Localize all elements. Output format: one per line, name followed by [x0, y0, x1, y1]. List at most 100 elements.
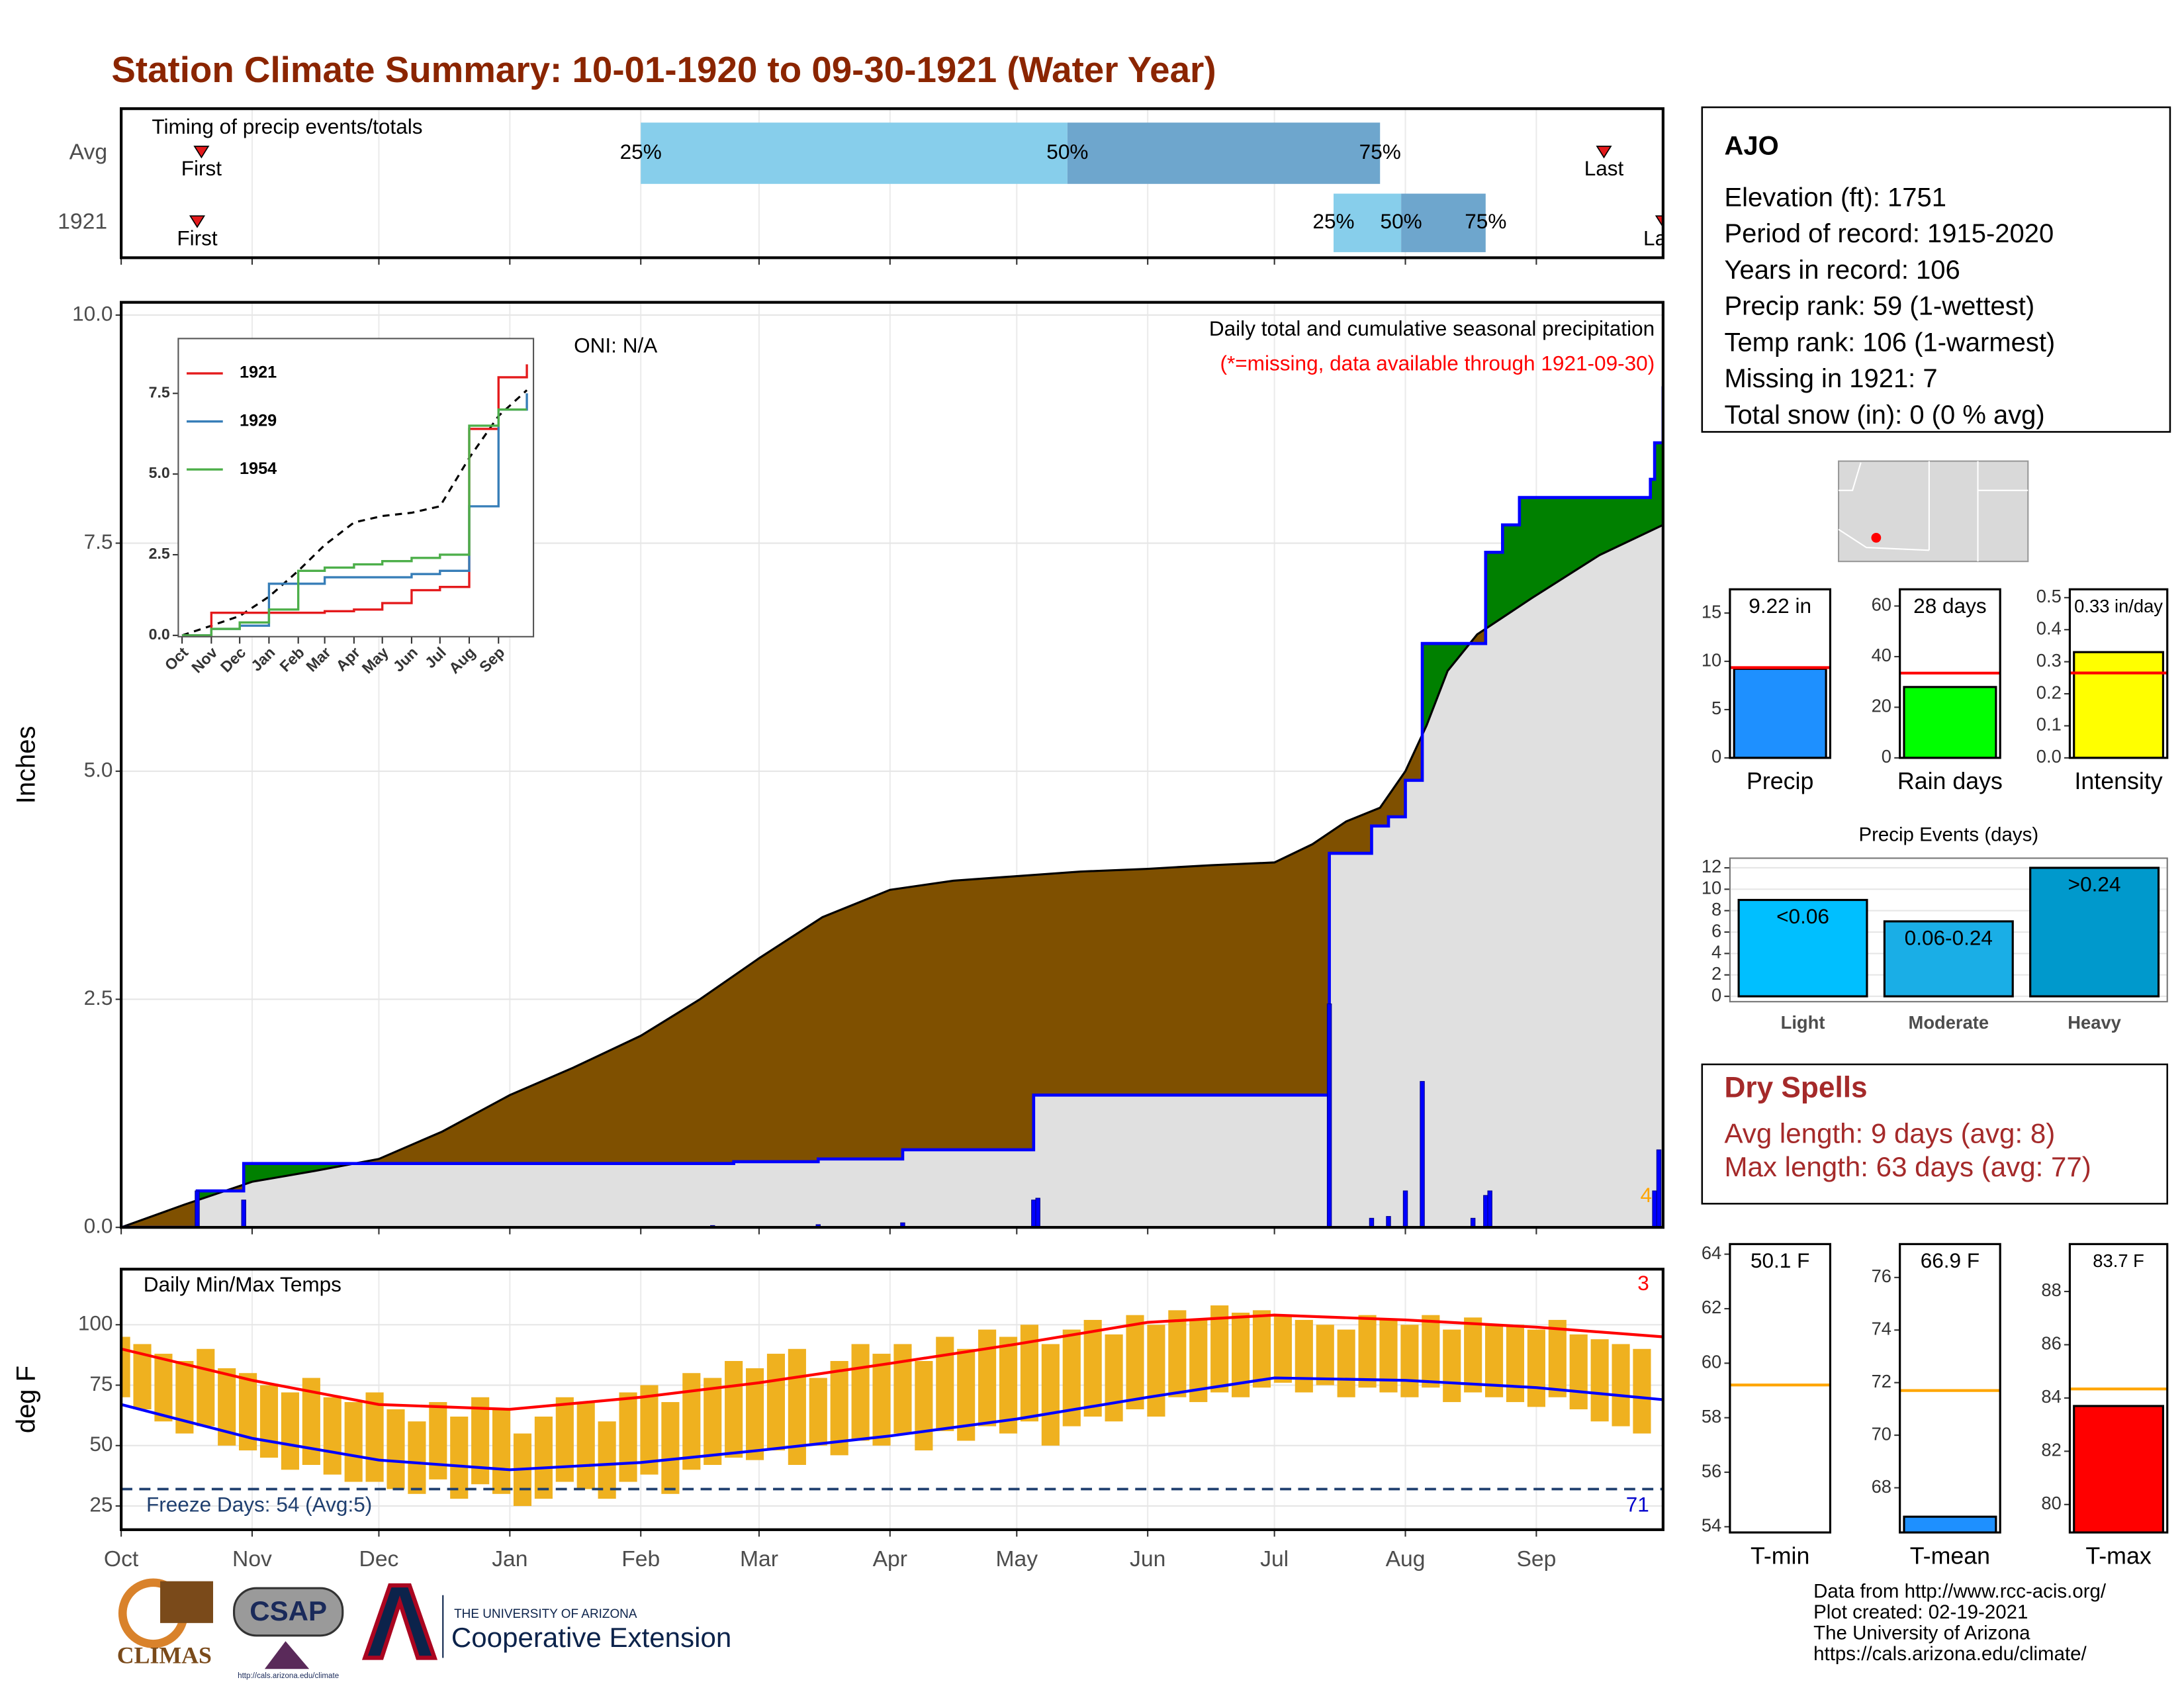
y-tick-label: 60 — [1872, 594, 1891, 615]
legend-label: 1921 — [240, 363, 277, 382]
temp-range-bar — [682, 1373, 701, 1470]
temp-range-bar — [893, 1344, 912, 1434]
y-tick-label: 75 — [89, 1372, 113, 1395]
summary-plot — [1729, 1383, 1831, 1533]
temp-range-bar — [1400, 1325, 1419, 1397]
plot-frame — [177, 338, 535, 637]
plot-frame — [1729, 857, 2168, 1003]
temp-range-bar — [1590, 1339, 1609, 1422]
y-tick-label: 10.0 — [72, 301, 113, 325]
temp-range-bar — [1316, 1325, 1334, 1385]
plot-background — [1899, 1244, 2001, 1533]
y-tick-label: 0 — [1711, 984, 1721, 1005]
temp-range-bar — [725, 1361, 743, 1458]
temp-range-bar — [1569, 1334, 1588, 1410]
y-tick-label: 7.5 — [149, 383, 170, 400]
temp-range-bar — [450, 1416, 469, 1499]
y-axis-label: Inches — [12, 726, 41, 804]
plot-frame — [2068, 588, 2169, 759]
y-tick-label: 2.5 — [149, 545, 170, 562]
bar — [1737, 898, 1868, 998]
annotation: ONI: N/A — [574, 333, 657, 357]
arizona-logo: THE UNIVERSITY OF ARIZONA Cooperative Ex… — [361, 1583, 731, 1660]
annotation: 71 — [1626, 1492, 1649, 1516]
y-tick-label: 20 — [1872, 696, 1891, 716]
temp-range-bar — [1126, 1315, 1144, 1410]
temp-range-bar — [281, 1392, 299, 1470]
x-tick-label: Light — [1781, 1012, 1825, 1033]
bin-label: >0.24 — [2068, 872, 2121, 896]
value-label: 50.1 F — [1751, 1248, 1809, 1272]
temp-range-bar — [1041, 1344, 1060, 1446]
value-label: 9.22 in — [1749, 594, 1811, 618]
quartile-bar — [641, 122, 1068, 184]
temp-range-bar — [1295, 1319, 1313, 1393]
summary-plot — [2070, 1387, 2167, 1533]
station-name: AJO — [1724, 132, 1778, 161]
temp-range-bar — [1020, 1325, 1039, 1422]
logo-text: http://cals.arizona.edu/climate — [238, 1672, 339, 1680]
info-line: Elevation (ft): 1751 — [1724, 183, 1946, 212]
logo-shape — [232, 1587, 344, 1637]
summary-plot — [1899, 671, 2001, 758]
y-tick-label: 60 — [1702, 1352, 1721, 1372]
summary-bar — [2073, 651, 2165, 758]
credit-line: Plot created: 02-19-2021 — [1813, 1601, 2028, 1623]
temp-range-bar — [576, 1402, 595, 1489]
x-tick-label: Oct — [104, 1547, 139, 1571]
event-label: First — [177, 226, 218, 250]
x-tick-label: Aug — [1386, 1547, 1426, 1571]
category-label: Rain days — [1897, 768, 2003, 794]
category-label: T-min — [1751, 1542, 1809, 1569]
temp-range-bar — [1527, 1329, 1545, 1407]
y-tick-label: 12 — [1702, 856, 1721, 876]
temp-range-bar — [1083, 1319, 1102, 1417]
value-label: 28 days — [1913, 594, 1987, 618]
plot-frame — [119, 1268, 1664, 1531]
y-tick-label: 0.0 — [2036, 746, 2062, 767]
station-dot — [1871, 533, 1882, 543]
bin-label: 0.06-0.24 — [1905, 926, 1993, 950]
temp-range-bar — [619, 1392, 637, 1482]
daily-precip-bar — [1402, 1190, 1408, 1228]
daily-precip-bar — [1420, 1081, 1425, 1228]
map-frame — [1838, 460, 2029, 563]
y-tick-label: 76 — [1872, 1266, 1891, 1286]
event-marker — [189, 215, 206, 228]
temp-range-bar — [1422, 1315, 1440, 1388]
bar — [2029, 867, 2160, 998]
summary-bar — [1733, 667, 1827, 758]
y-tick-label: 88 — [2041, 1280, 2061, 1300]
average-temp-line — [121, 1313, 1663, 1411]
temp-range-bar — [766, 1354, 786, 1451]
y-tick-label: 7.5 — [84, 530, 113, 553]
temp-range-bar — [1358, 1315, 1377, 1388]
x-tick-label: Nov — [232, 1547, 272, 1571]
event-marker — [1655, 215, 1663, 228]
temp-range-bar — [1252, 1310, 1271, 1388]
temp-range-bar — [598, 1421, 616, 1499]
quartile-label: 25% — [620, 140, 662, 164]
y-tick-label: 72 — [1872, 1371, 1891, 1391]
daily-precip-bar — [241, 1199, 246, 1228]
y-tick-label: 50 — [89, 1432, 113, 1456]
x-tick-label: Mar — [740, 1547, 778, 1571]
plot-frame — [2068, 1243, 2169, 1534]
category-label: Intensity — [2074, 768, 2162, 794]
info-line: Years in record: 106 — [1724, 256, 1960, 285]
event-marker — [193, 146, 210, 159]
dry-spells-line: Avg length: 9 days (avg: 8) — [1724, 1117, 2055, 1149]
x-tick-label: Heavy — [2068, 1012, 2121, 1033]
csap-logo: CSAP http://cals.arizona.edu/climate — [232, 1587, 344, 1680]
locator-map — [1838, 460, 2029, 563]
temp-range-bar — [471, 1397, 490, 1485]
event-label: Last — [1584, 156, 1624, 180]
y-tick-label: 74 — [1872, 1318, 1891, 1338]
temp-range-bar — [197, 1348, 215, 1427]
summary-bar — [1903, 686, 1997, 758]
value-label: 66.9 F — [1921, 1248, 1979, 1272]
dry-spells-line: Max length: 63 days (avg: 77) — [1724, 1151, 2091, 1182]
inset-plot — [181, 364, 528, 637]
daily-precip-bar — [195, 1190, 200, 1228]
y-tick-label: 4 — [1711, 942, 1721, 962]
